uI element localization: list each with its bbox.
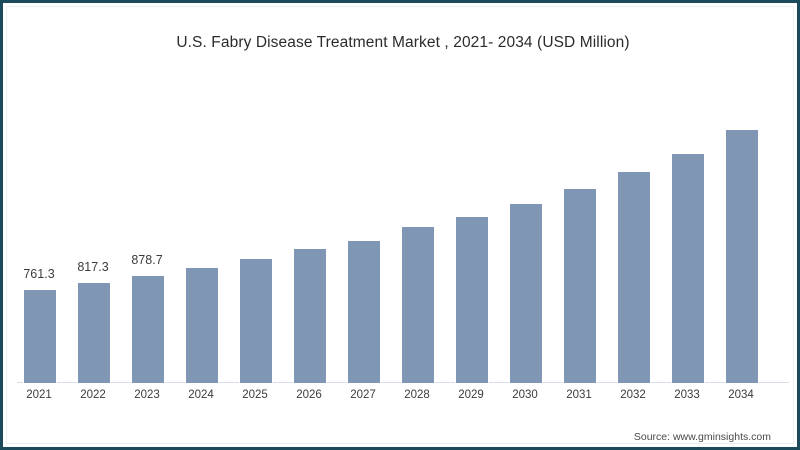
bar-group: 2024 (174, 3, 228, 447)
bar-group: 2033 (660, 3, 714, 447)
bar-group: 2026 (282, 3, 336, 447)
bar[interactable] (347, 240, 381, 384)
x-axis-label: 2032 (620, 389, 646, 401)
bar-group: 2034 (714, 3, 768, 447)
bar-group: 2030 (498, 3, 552, 447)
x-axis-label: 2021 (26, 389, 52, 401)
bar-group: 2031 (552, 3, 606, 447)
bar[interactable] (401, 226, 435, 384)
bar-value-label: 817.3 (77, 260, 109, 274)
x-axis-label: 2022 (80, 389, 106, 401)
x-axis-label: 2028 (404, 389, 430, 401)
x-axis-label: 2031 (566, 389, 592, 401)
bar-chart-plot-area: 761.3 2021 817.3 2022 878.7 2023 2024 2025 2026 2… (3, 3, 797, 447)
bar[interactable] (671, 153, 705, 384)
source-attribution: Source: www.gminsights.com (633, 431, 771, 443)
x-axis-label: 2023 (134, 389, 160, 401)
bar[interactable] (131, 275, 165, 384)
bar[interactable] (77, 282, 111, 384)
bar-group: 2029 (444, 3, 498, 447)
bar[interactable] (563, 188, 597, 384)
bar-group: 817.3 2022 (66, 3, 120, 447)
bar-group: 2028 (390, 3, 444, 447)
bar-group: 2025 (228, 3, 282, 447)
x-axis-label: 2034 (728, 389, 754, 401)
x-axis-label: 2025 (242, 389, 268, 401)
bar-group: 878.7 2023 (120, 3, 174, 447)
x-axis-label: 2024 (188, 389, 214, 401)
bar[interactable] (725, 129, 759, 384)
x-axis-label: 2033 (674, 389, 700, 401)
bar[interactable] (23, 289, 57, 384)
bar-value-label: 761.3 (23, 267, 55, 281)
bar[interactable] (509, 203, 543, 384)
bar-group: 761.3 2021 (12, 3, 66, 447)
bar[interactable] (185, 267, 219, 384)
x-axis-label: 2027 (350, 389, 376, 401)
bar-group: 2027 (336, 3, 390, 447)
x-axis-label: 2029 (458, 389, 484, 401)
bar[interactable] (293, 248, 327, 384)
x-axis-label: 2030 (512, 389, 538, 401)
bar-group: 2032 (606, 3, 660, 447)
bar[interactable] (617, 171, 651, 384)
x-axis-label: 2026 (296, 389, 322, 401)
bar[interactable] (239, 258, 273, 384)
bar[interactable] (455, 216, 489, 384)
chart-title: U.S. Fabry Disease Treatment Market , 20… (176, 34, 630, 51)
bar-value-label: 878.7 (131, 253, 163, 267)
